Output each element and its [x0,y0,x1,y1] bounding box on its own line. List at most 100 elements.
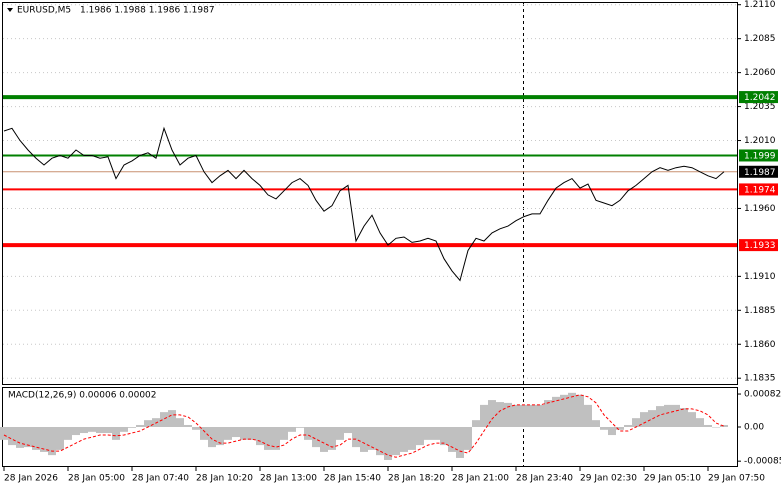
last-price-box [739,165,778,178]
y-tick-label: 1.2035 [744,102,776,112]
macd-bar [216,427,224,446]
last-price-label: 1.1987 [744,168,776,178]
x-tick-label: 28 Jan 05:00 [68,474,125,484]
macd-bar [80,427,88,434]
macd-bar [704,424,712,427]
macd-bar [528,404,536,427]
y-tick-label: 1.1960 [744,204,776,214]
y-tick-label: 1.1910 [744,272,776,282]
macd-bar [688,412,696,427]
macd-bar [520,404,528,427]
macd-bar [288,427,296,432]
x-tick-label: 28 Jan 21:00 [452,474,509,484]
macd-bar [336,427,344,440]
macd-bar [56,427,64,450]
macd-bar [368,427,376,450]
y-tick-label: 1.2060 [744,68,776,78]
macd-bar [224,427,232,440]
macd-bar [16,427,24,448]
macd-bar [200,427,208,440]
macd-bar [456,427,464,458]
macd-bar [272,427,280,450]
level-label: 1.1974 [744,185,776,195]
macd-bar [112,427,120,440]
macd-bar [656,406,664,427]
level-label-box [739,149,778,162]
macd-bar [128,427,136,428]
y-tick-label: 1.1835 [744,374,776,384]
x-tick-label: 28 Jan 10:20 [196,474,253,484]
macd-bar [72,427,80,436]
macd-bar [104,427,112,434]
macd-bar [416,427,424,446]
signal-line [3,394,725,458]
macd-bar [600,427,608,430]
macd-bar [712,427,720,428]
macd-bar [392,427,400,456]
level-label: 1.1999 [744,151,776,161]
macd-bar [576,394,584,427]
macd-bar [184,424,192,427]
macd-bar [296,427,304,428]
macd-bar [616,427,624,430]
level-label-box [739,183,778,196]
y-tick-label: 1.2010 [744,136,776,146]
macd-bar [32,427,40,450]
macd-bar [320,427,328,452]
macd-bar [624,424,632,427]
price-line [3,126,725,282]
y-tick-label: 1.2085 [744,34,776,44]
macd-bar [472,420,480,427]
level-label-box [739,239,778,252]
macd-bar [512,404,520,427]
x-tick-label: 28 Jan 15:40 [324,474,381,484]
macd-bar [672,404,680,427]
macd-bar [24,427,32,448]
macd-bar [536,404,544,427]
y-tick-label: 1.1860 [744,340,776,350]
macd-bar [0,427,8,440]
macd-bar [280,427,288,440]
x-tick-label: 28 Jan 13:00 [260,474,317,484]
macd-bar [544,400,552,427]
macd-bar [464,427,472,450]
x-tick-label: 28 Jan 18:20 [388,474,445,484]
x-tick-label: 28 Jan 2026 [4,474,58,484]
level-label: 1.2042 [744,93,776,103]
macd-bar [680,408,688,427]
macd-bar [424,427,432,440]
macd-bar [480,404,488,427]
macd-bar [584,404,592,427]
macd-bar [328,427,336,450]
macd-bar [360,427,368,452]
macd-bar [400,427,408,452]
macd-bar [64,427,72,440]
macd-bar [248,427,256,440]
macd-bar [208,427,216,448]
macd-bar [592,420,600,427]
macd-bar [88,427,96,432]
macd-bar [168,410,176,427]
symbol: EURUSD,M5 [17,6,71,16]
macd-bar [608,427,616,436]
macd-bar [552,396,560,427]
macd-bar [384,427,392,460]
macd-bar [344,427,352,434]
macd-bar [176,418,184,427]
y-tick-label: 0.00082 [744,390,781,400]
macd-bar [568,392,576,427]
macd-bar [648,410,656,427]
macd-bar [640,412,648,427]
macd-bar [632,418,640,427]
macd-bar [136,424,144,427]
level-label-box [739,91,778,104]
macd-bar [240,427,248,440]
x-tick-label: 29 Jan 02:30 [580,474,637,484]
macd-bar [440,427,448,446]
macd-bar [256,427,264,446]
macd-bar [304,427,312,440]
macd-bar [160,412,168,427]
y-tick-label: 1.1885 [744,306,776,316]
macd-bar [560,394,568,427]
